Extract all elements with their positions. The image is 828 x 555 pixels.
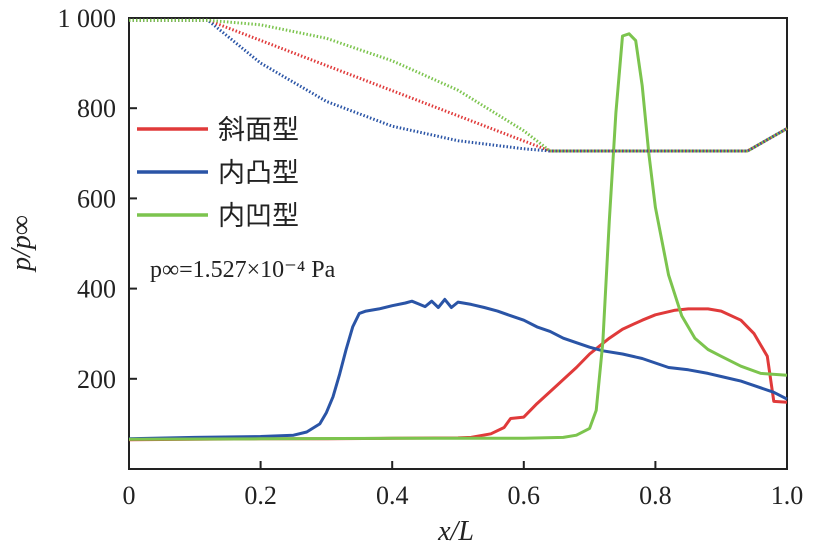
series-line-2 [128,32,788,441]
plot-frame [128,17,788,470]
x-axis-title: x/L [437,516,474,547]
series-line-wall-4 [129,18,788,153]
y-tick-label: 400 [77,275,116,304]
series-line-wall-5 [129,18,788,153]
y-tick-label: 1 000 [58,4,117,33]
x-tick-label: 0 [123,481,136,510]
x-tick-label: 0.2 [244,481,277,510]
series-lines [128,18,788,442]
x-tick-label: 0.8 [639,481,672,510]
y-tick-label: 200 [77,365,116,394]
x-tick-label: 1.0 [771,481,804,510]
y-tick-label: 600 [77,184,116,213]
y-axis-title: p/p∞ [6,215,37,273]
x-tick-label: 0.6 [508,481,541,510]
legend-label: 内凸型 [218,158,299,189]
x-tick-label: 0.4 [376,481,409,510]
legend-label: 斜面型 [218,115,299,146]
series-line-1 [128,297,788,441]
axes [128,17,788,470]
ticks: 0 0.2 0.4 0.6 0.8 1.0 200 400 600 800 1 000 [58,4,804,510]
y-tick-label: 800 [77,94,116,123]
freestream-pressure-annotation: p∞=1.527×10⁻⁴ Pa [150,257,336,283]
legend-label: 内凹型 [218,201,299,232]
